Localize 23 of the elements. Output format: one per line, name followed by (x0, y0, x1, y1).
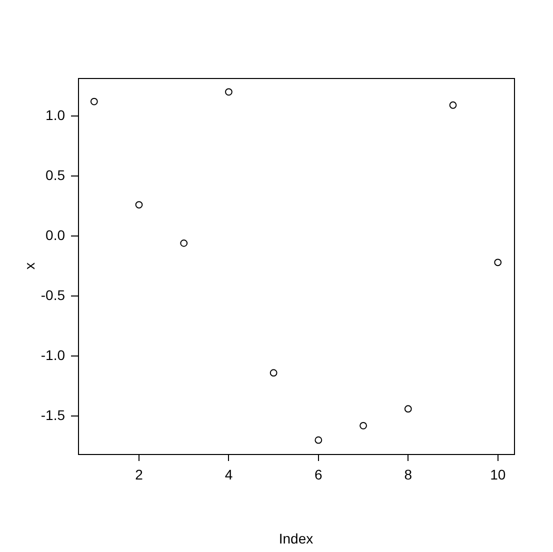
point (270, 369, 278, 377)
x-axis-title: Index (278, 530, 314, 546)
y-tick-label: 0.5 (46, 166, 66, 183)
point (225, 88, 232, 96)
y-tick-label: -1.0 (40, 346, 66, 363)
point (494, 258, 502, 266)
y-tick-label: -0.5 (40, 286, 66, 303)
point (404, 405, 412, 413)
point (90, 98, 98, 106)
point (314, 436, 322, 444)
y-tick-label: -1.5 (40, 406, 66, 423)
x-tick-label: 10 (490, 466, 506, 482)
x-tick-label: 8 (404, 466, 412, 482)
point (135, 201, 143, 208)
x-tick-label: 4 (224, 466, 233, 482)
x-tick-label: 2 (135, 466, 144, 482)
point (360, 422, 367, 430)
point (180, 239, 188, 247)
point (449, 101, 457, 109)
x-tick-label: 6 (314, 466, 323, 482)
y-tick-label: 1.0 (46, 106, 66, 123)
y-axis-title: x (21, 262, 38, 270)
y-tick-label: 0.0 (46, 226, 66, 243)
